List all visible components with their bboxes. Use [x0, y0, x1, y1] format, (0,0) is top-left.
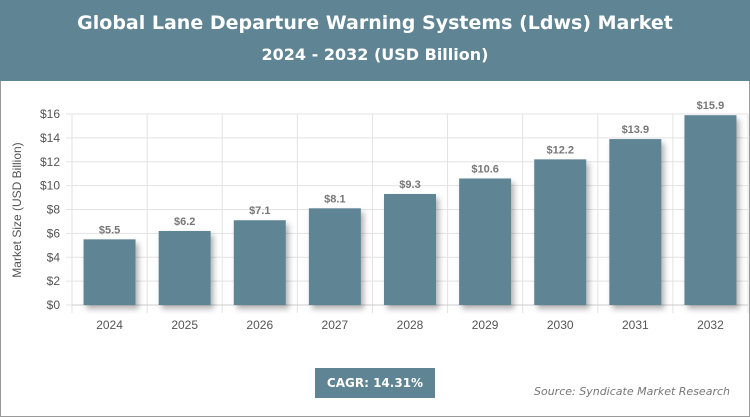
x-tick-label: 2028: [397, 318, 424, 332]
y-axis-label: Market Size (USD Billion): [10, 142, 24, 277]
data-label: $7.1: [249, 205, 270, 217]
bar-2030: [534, 159, 587, 305]
x-tick-label: 2032: [697, 318, 724, 332]
bar-2027: [308, 208, 361, 305]
data-label: $6.2: [174, 216, 195, 228]
y-tick-label: $6: [47, 226, 61, 240]
bar-2026: [233, 220, 286, 305]
bar-2024: [83, 239, 136, 305]
y-tick-label: $10: [40, 179, 60, 193]
cagr-badge: CAGR: 14.31%: [315, 368, 435, 398]
bar-2025: [158, 230, 211, 305]
data-label: $10.6: [471, 163, 499, 175]
data-label: $13.9: [622, 124, 650, 136]
x-tick-label: 2027: [322, 318, 349, 332]
x-tick-label: 2025: [171, 318, 198, 332]
source-note: Source: Syndicate Market Research: [534, 385, 730, 398]
bar-2028: [384, 193, 436, 305]
x-tick-label: 2031: [622, 318, 649, 332]
y-tick-label: $4: [47, 250, 61, 264]
data-label: $12.2: [546, 144, 574, 156]
chart-subtitle: 2024 - 2032 (USD Billion): [261, 45, 489, 64]
y-tick-label: $2: [47, 274, 61, 288]
chart-header: Global Lane Departure Warning Systems (L…: [0, 0, 750, 81]
x-tick-label: 2030: [547, 318, 574, 332]
x-tick-label: 2026: [246, 318, 273, 332]
data-label: $9.3: [399, 179, 420, 191]
bar-2031: [609, 139, 662, 305]
y-tick-label: $14: [40, 131, 60, 145]
data-label: $15.9: [697, 100, 725, 112]
chart-title: Global Lane Departure Warning Systems (L…: [77, 12, 673, 34]
data-label: $5.5: [99, 224, 120, 236]
x-tick-label: 2024: [96, 318, 123, 332]
bar-2032: [684, 115, 737, 305]
y-tick-label: $12: [40, 155, 60, 169]
y-tick-label: $16: [40, 107, 60, 121]
x-tick-label: 2029: [472, 318, 499, 332]
y-tick-label: $8: [47, 203, 61, 217]
bar-2029: [459, 178, 512, 305]
data-label: $8.1: [324, 193, 345, 205]
y-tick-label: $0: [47, 298, 61, 312]
